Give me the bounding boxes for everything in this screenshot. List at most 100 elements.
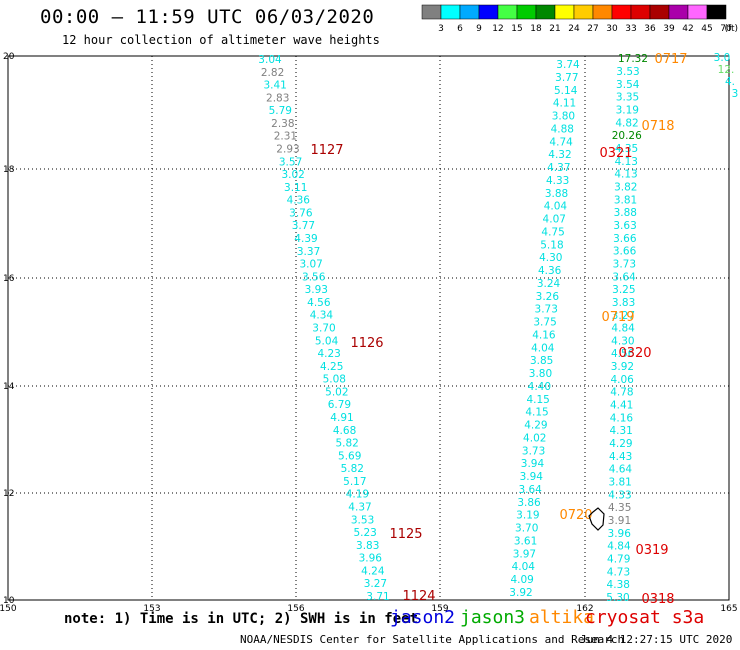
wave-height-value: 4.82 — [615, 117, 638, 129]
credit-line: NOAA/NESDIS Center for Satellite Applica… — [240, 633, 625, 646]
wave-height-value: 4.31 — [609, 425, 632, 437]
legend-swatch — [440, 4, 461, 20]
wave-height-value: 17.32 — [618, 53, 648, 65]
wave-height-value: 4.74 — [549, 136, 573, 148]
pass-time-label: 1125 — [389, 527, 422, 542]
wave-height-value: 4.41 — [610, 400, 633, 412]
satellite-jason2: jason2 — [390, 607, 456, 628]
wave-height-value: 4.29 — [524, 420, 547, 432]
wave-height-value: 3.86 — [517, 497, 541, 509]
wave-height-value: 3.70 — [515, 523, 538, 535]
wave-height-value: 3.94 — [521, 458, 545, 470]
wave-height-value: 4.91 — [330, 412, 353, 424]
wave-height-value: 3.61 — [514, 535, 537, 547]
wave-height-value: 4.35 — [615, 143, 638, 155]
wave-height-value: 5.69 — [338, 450, 361, 462]
wave-height-value: 4.73 — [607, 566, 630, 578]
wave-height-value: 4.37 — [348, 502, 371, 514]
wave-height-value: 3.92 — [509, 587, 532, 599]
legend-swatch — [630, 4, 651, 20]
wave-height-value: 3.37 — [297, 246, 320, 258]
wave-height-value: 4.30 — [611, 335, 634, 347]
wave-height-value: 4.78 — [610, 387, 633, 399]
wave-height-value: 4.35 — [608, 502, 631, 514]
map-frame — [7, 55, 730, 601]
wave-height-value: 4.84 — [607, 541, 631, 553]
wave-height-value: 3.07 — [299, 259, 322, 271]
wave-height-value: 3.81 — [608, 477, 631, 489]
wave-height-value: 4.04 — [531, 342, 555, 354]
legend-tick-label: 18 — [530, 24, 542, 34]
wave-height-value: 4.56 — [307, 297, 331, 309]
wave-height-value: 4.16 — [532, 329, 556, 341]
wave-height-value: 3.73 — [613, 258, 636, 270]
y-tick-label: 16 — [3, 274, 15, 284]
legend-swatch — [421, 4, 442, 20]
wave-height-value: 5.04 — [315, 335, 339, 347]
wave-height-value: 6.79 — [328, 399, 351, 411]
wave-height-value: 3.19 — [616, 104, 639, 116]
pass-time-label: 0321 — [599, 146, 632, 161]
wave-height-value: 4.04 — [544, 201, 568, 213]
legend-tick-label: 42 — [682, 24, 693, 34]
wave-height-value: 4.33 — [608, 489, 631, 501]
legend-swatch — [516, 4, 537, 20]
wave-height-value: 4.68 — [333, 425, 356, 437]
wave-height-value: 5.17 — [343, 476, 366, 488]
wave-height-value: 3.27 — [364, 578, 387, 590]
wave-height-value: 3.73 — [522, 445, 545, 457]
x-tick-label: 159 — [431, 604, 448, 614]
legend-tick-label: 9 — [476, 24, 482, 34]
wave-height-value: 5.79 — [269, 105, 292, 117]
wave-height-value: 5.14 — [554, 85, 578, 97]
wave-height-value: 5.82 — [335, 438, 358, 450]
wave-height-value: 3.93 — [305, 284, 328, 296]
wave-height-value: 4.19 — [346, 489, 369, 501]
wave-height-value: 4.04 — [512, 561, 536, 573]
legend-swatch — [459, 4, 480, 20]
wave-height-value: 4.79 — [607, 554, 630, 566]
pass-time-label: 0717 — [654, 52, 687, 67]
wave-height-value: 4.16 — [610, 412, 634, 424]
wave-height-value: 3.24 — [537, 278, 561, 290]
wave-height-value: 3.27 — [612, 310, 635, 322]
generated-timestamp: Jun 4 12:27:15 UTC 2020 — [580, 633, 733, 646]
wave-height-value: 3.64 — [518, 484, 542, 496]
wave-height-value: 5.18 — [540, 239, 563, 251]
wave-height-value: 4.11 — [553, 98, 576, 110]
legend-tick-label: 36 — [644, 24, 656, 34]
satellite-cryosat-s3a: cryosat s3a — [585, 607, 705, 628]
satellite-jason3: jason3 — [460, 607, 526, 628]
x-tick-label: 162 — [576, 604, 593, 614]
wave-height-value: 5.08 — [323, 374, 346, 386]
wave-height-value: 2.83 — [266, 92, 289, 104]
wave-height-value: 3.04 — [258, 54, 282, 66]
wave-height-value: 3.96 — [608, 528, 632, 540]
y-tick-label: 12 — [3, 489, 14, 499]
pass-time-label: 0720 — [559, 508, 592, 523]
wave-height-value: 3.73 — [535, 304, 558, 316]
y-tick-label: 18 — [3, 165, 15, 175]
wave-height-value: 4.15 — [525, 407, 548, 419]
legend-tick-label: 45 — [701, 24, 712, 34]
x-tick-label: 150 — [0, 604, 17, 614]
y-tick-label: 20 — [3, 52, 15, 62]
wave-height-value: 3.91 — [608, 515, 631, 527]
wave-height-value: 4.75 — [541, 226, 564, 238]
wave-height-value: 3.25 — [612, 284, 635, 296]
pass-time-label: 0320 — [618, 346, 651, 361]
wave-height-value: 5.30 — [606, 592, 629, 604]
color-legend: 3 6 9 12 15 18 21 24 27 30 33 36 39 42 45 70(ft) — [421, 4, 738, 34]
chart-title: 00:00 – 11:59 UTC 06/03/2020 — [40, 6, 375, 28]
wave-height-value: 3.41 — [263, 80, 286, 92]
wave-height-value: 4.06 — [610, 374, 634, 386]
wave-height-value: 4.24 — [361, 565, 385, 577]
wave-height-value: 4.37 — [547, 162, 570, 174]
legend-swatch — [668, 4, 689, 20]
wave-height-value: 12. — [718, 64, 735, 76]
wave-height-value: 4.07 — [543, 214, 566, 226]
wave-height-value: 4.33 — [546, 175, 569, 187]
legend-swatch — [573, 4, 594, 20]
legend-tick-label: 70 — [720, 24, 732, 34]
wave-height-value: 3.96 — [359, 553, 383, 565]
